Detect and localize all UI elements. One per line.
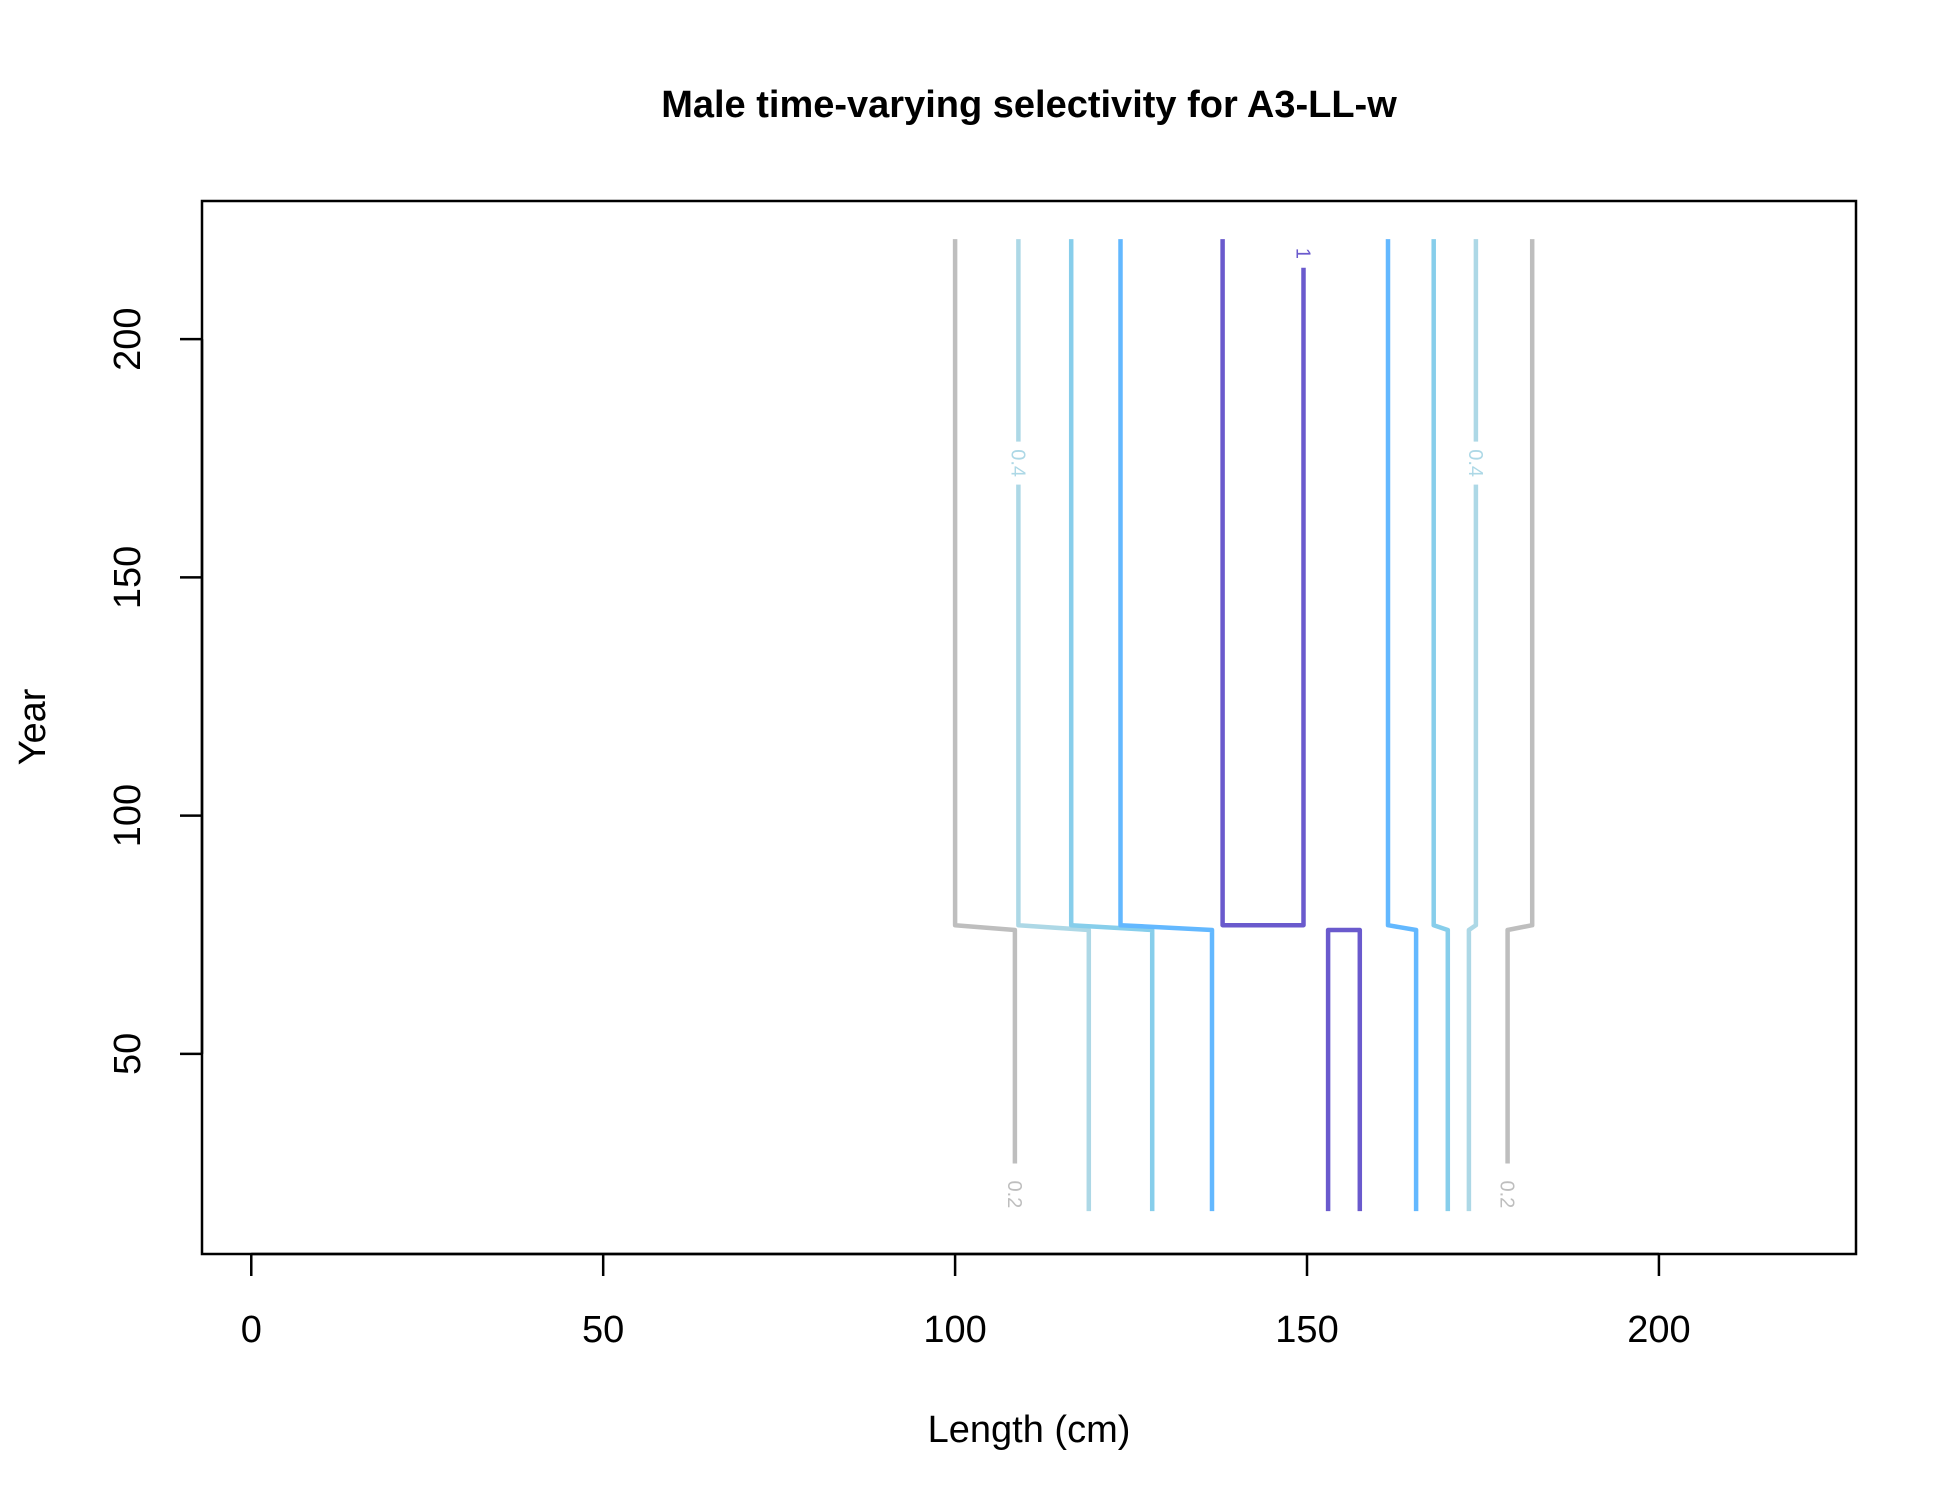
- contour-label-gap: [1006, 441, 1031, 485]
- contour-label-gap: [1002, 1172, 1027, 1216]
- contour-line-level-1-8: [1220, 239, 1306, 928]
- contour-label-gap: [1291, 242, 1316, 264]
- contour-line-level-0-6-4: [1068, 239, 1155, 1212]
- contour-line-level-0-8-6: [1118, 239, 1215, 1212]
- x-tick-label: 150: [1275, 1309, 1338, 1351]
- contour-label: 0.4: [1006, 449, 1028, 477]
- plot-frame: [200, 199, 1858, 1256]
- y-tick-label: 50: [107, 1033, 149, 1075]
- contour-label-gap: [1463, 441, 1488, 485]
- contour-label-group-3: 0.2: [1495, 1172, 1520, 1216]
- x-axis-label: Length (cm): [928, 1409, 1131, 1451]
- y-tick-label: 100: [107, 784, 149, 847]
- contour-line-level-0-2-0: [952, 239, 1018, 1164]
- contour-label-group-2: 0.2: [1002, 1172, 1027, 1216]
- x-tick-label: 50: [582, 1309, 624, 1351]
- contour-label: 1: [1292, 248, 1314, 259]
- contour-label-group-1: 0.4: [1463, 441, 1488, 485]
- x-tick-label: 100: [923, 1309, 986, 1351]
- contour-line-level-0-2-1: [1505, 239, 1535, 1164]
- y-tick-label: 200: [107, 307, 149, 370]
- contour-line-level-0-4-3: [1466, 239, 1479, 1212]
- chart-title: Male time-varying selectivity for A3-LL-…: [661, 84, 1397, 126]
- contour-line-level-0-8-7: [1385, 239, 1419, 1212]
- contour-label: 0.4: [1464, 449, 1486, 477]
- contour-line-level-1-9: [1325, 927, 1363, 1212]
- contour-labels: 0.4 0.4 0.2 0.2 1: [1002, 242, 1520, 1216]
- contour-label-gap: [1495, 1172, 1520, 1216]
- contour-label-group-0: 0.4: [1006, 441, 1031, 485]
- y-tick-label: 150: [107, 546, 149, 609]
- contour-line-level-0-4-2: [1016, 239, 1092, 1212]
- contour-line-level-0-6-5: [1431, 239, 1451, 1212]
- contour-lines: [952, 239, 1535, 1212]
- x-tick-label: 200: [1627, 1309, 1690, 1351]
- x-tick-label: 0: [241, 1309, 262, 1351]
- contour-label-group-4: 1: [1291, 242, 1316, 264]
- contour-label: 0.2: [1003, 1180, 1025, 1208]
- y-axis: 50 100 150 200: [107, 307, 204, 1075]
- y-axis-label: Year: [12, 688, 54, 765]
- contour-label: 0.2: [1496, 1180, 1518, 1208]
- x-axis: 0 50 100 150 200: [241, 1252, 1691, 1351]
